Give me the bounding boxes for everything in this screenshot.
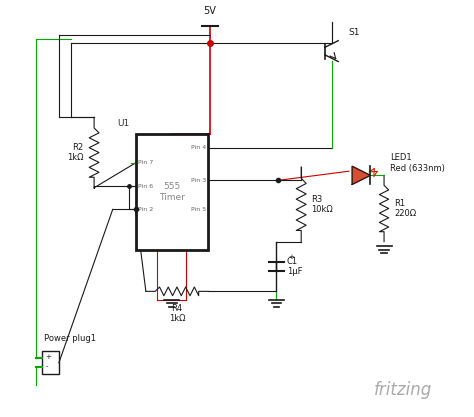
Text: 555
Timer: 555 Timer <box>159 182 185 202</box>
Text: Pin 6: Pin 6 <box>137 183 153 188</box>
Text: U1: U1 <box>117 119 129 128</box>
Text: S1: S1 <box>349 28 360 37</box>
Text: Pin 5: Pin 5 <box>191 207 206 212</box>
Text: +: + <box>288 254 294 261</box>
Text: R2
1kΩ: R2 1kΩ <box>67 143 84 162</box>
Text: -: - <box>46 364 48 369</box>
Text: +: + <box>46 354 52 360</box>
Bar <box>136 134 208 250</box>
Text: R4
1kΩ: R4 1kΩ <box>169 304 185 323</box>
Text: Power plug1: Power plug1 <box>45 334 96 343</box>
Text: fritzing: fritzing <box>374 381 432 399</box>
Polygon shape <box>352 166 370 184</box>
Text: LED1
Red (633nm): LED1 Red (633nm) <box>390 153 445 173</box>
Text: R3
10kΩ: R3 10kΩ <box>311 195 333 214</box>
Text: R1
220Ω: R1 220Ω <box>394 199 417 218</box>
Text: Pin 7: Pin 7 <box>137 161 153 166</box>
Text: 5V: 5V <box>204 6 217 16</box>
Text: Pin 3: Pin 3 <box>191 178 206 183</box>
Text: Pin 2: Pin 2 <box>137 207 153 212</box>
Text: C1
1μF: C1 1μF <box>287 257 302 276</box>
Bar <box>42 352 59 374</box>
Text: Pin 4: Pin 4 <box>191 146 206 151</box>
